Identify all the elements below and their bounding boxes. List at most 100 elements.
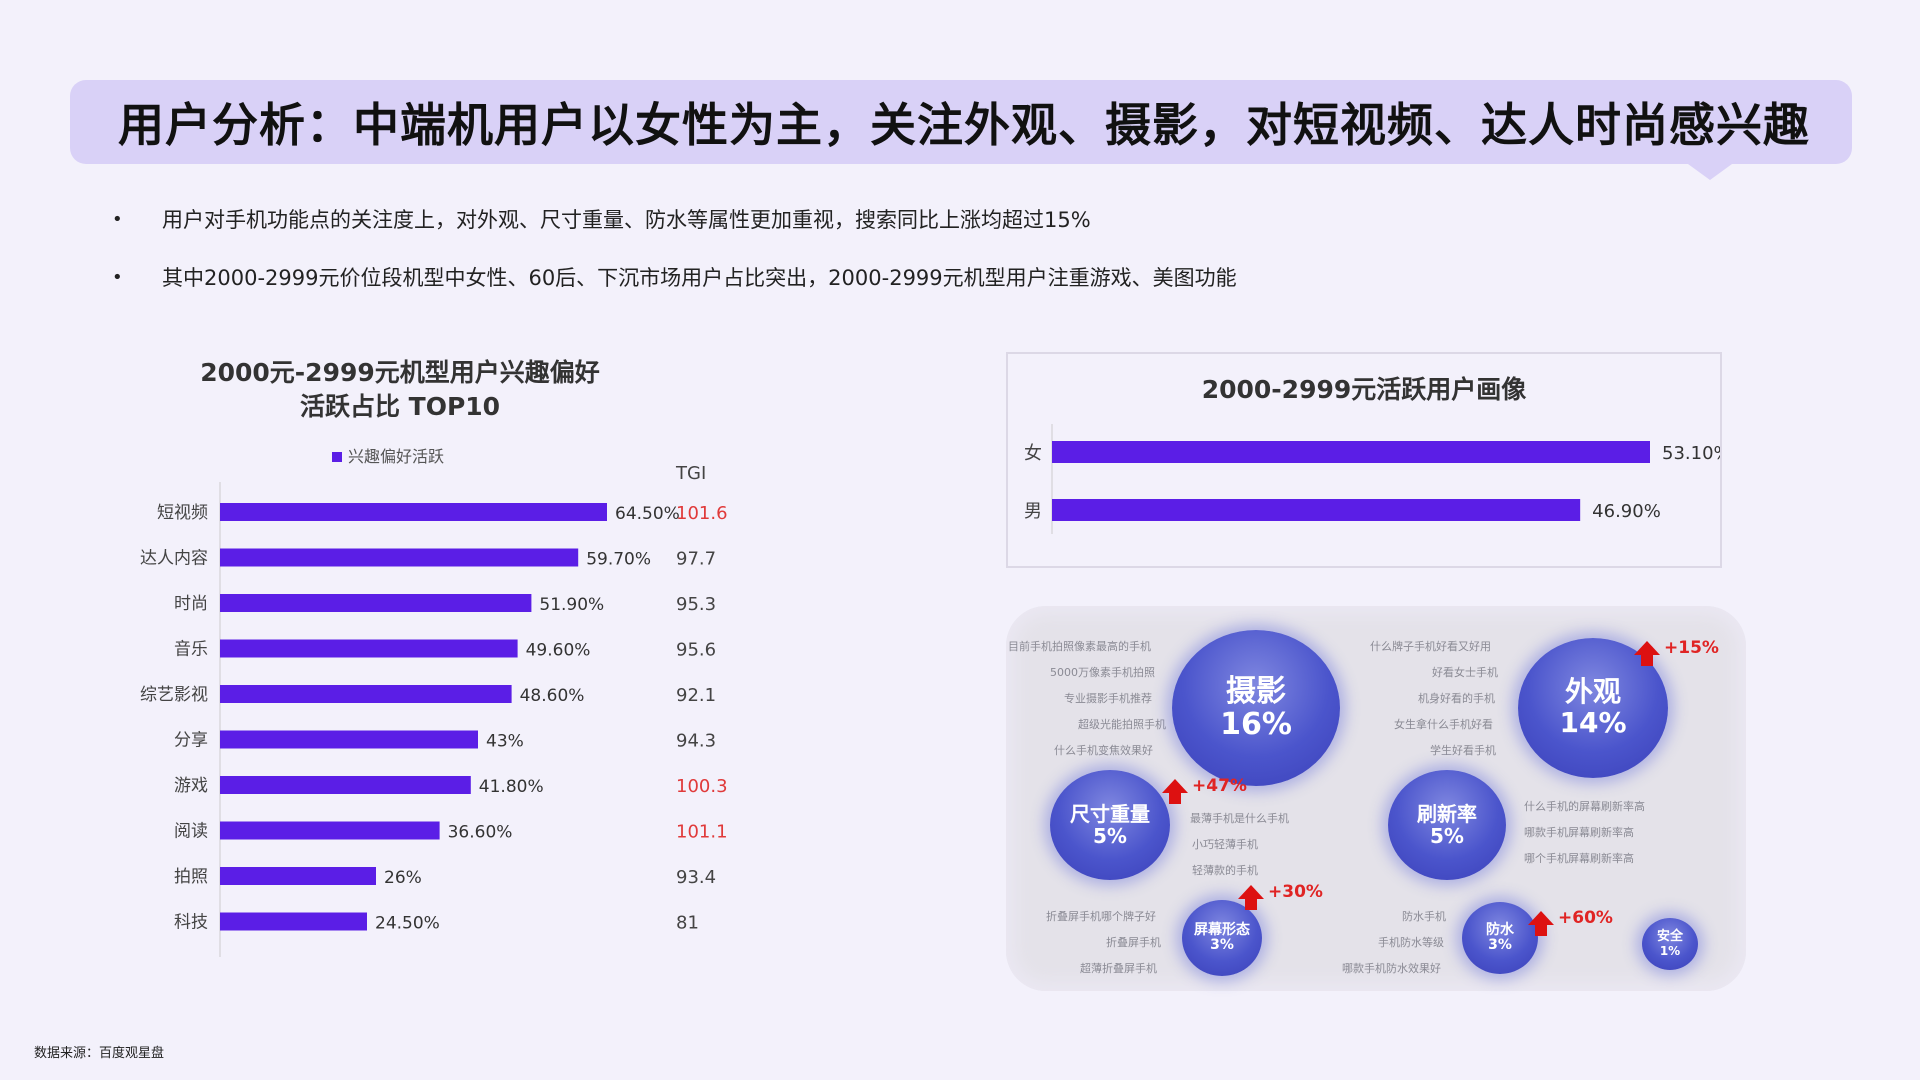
growth-screen: +30% — [1238, 882, 1323, 910]
category-label: 分享 — [174, 731, 208, 751]
legend-swatch — [332, 452, 342, 462]
keyword-text: 折叠屏手机 — [1106, 936, 1161, 949]
bar-value-label: 41.80% — [479, 777, 544, 797]
bar — [220, 867, 376, 885]
growth-value: +15% — [1664, 638, 1719, 658]
legend-label: 兴趣偏好活跃 — [348, 447, 444, 466]
gender-chart-panel: 2000-2999元活跃用户画像 女 53.10% 男 46.90% — [1006, 352, 1722, 568]
arrow-up-icon — [1162, 779, 1188, 804]
bar-value-label: 48.60% — [520, 686, 585, 706]
keyword-text: 哪个手机屏幕刷新率高 — [1524, 852, 1634, 865]
bubble-label: 屏幕形态 — [1194, 921, 1250, 938]
keyword-text: 超薄折叠屏手机 — [1080, 962, 1157, 975]
bubble-value: 5% — [1093, 824, 1127, 848]
tgi-value: 101.6 — [676, 503, 728, 524]
category-label: 短视频 — [157, 503, 208, 523]
category-label: 达人内容 — [140, 549, 208, 569]
tgi-value: 100.3 — [676, 776, 728, 797]
growth-value: +60% — [1558, 908, 1613, 928]
growth-look: +15% — [1634, 638, 1719, 666]
bubble-water: 防水 3% — [1462, 902, 1538, 974]
keyword-text: 女生拿什么手机好看 — [1394, 718, 1493, 731]
tgi-header: TGI — [675, 463, 706, 484]
keyword-text: 专业摄影手机推荐 — [1064, 692, 1152, 705]
bar — [220, 548, 579, 567]
bar — [1052, 441, 1650, 463]
title-notch — [1688, 164, 1732, 180]
bar — [220, 685, 512, 703]
tgi-value: 81 — [676, 913, 699, 934]
keyword-text: 目前手机拍照像素最高的手机 — [1008, 640, 1151, 653]
bar-value-label: 26% — [384, 868, 422, 888]
page-title: 用户分析：中端机用户以女性为主，关注外观、摄影，对短视频、达人时尚感兴趣 — [118, 98, 1810, 152]
bubble-label: 刷新率 — [1417, 802, 1477, 826]
bubble-label: 摄影 — [1226, 674, 1286, 709]
tgi-value: 97.7 — [676, 549, 716, 570]
category-label: 音乐 — [174, 640, 208, 660]
bubble-value: 5% — [1430, 824, 1464, 848]
bullet-list: • 用户对手机功能点的关注度上，对外观、尺寸重量、防水等属性更加重视，搜索同比上… — [112, 190, 1712, 306]
bullet-text: 用户对手机功能点的关注度上，对外观、尺寸重量、防水等属性更加重视，搜索同比上涨均… — [162, 208, 1091, 232]
bar — [1052, 499, 1581, 521]
bubble-label: 外观 — [1564, 675, 1621, 709]
growth-size: +47% — [1162, 776, 1247, 804]
interest-chart: 兴趣偏好活跃 TGI 短视频 64.50%101.6 达人内容 59.70% 97.7 时尚 5… — [140, 447, 728, 957]
keyword-text: 好看女士手机 — [1432, 666, 1498, 679]
gender-chart-title: 2000-2999元活跃用户画像 — [1201, 375, 1527, 404]
keyword-text: 哪款手机防水效果好 — [1342, 962, 1441, 975]
keyword-text: 折叠屏手机哪个牌子好 — [1046, 910, 1156, 923]
bar-value-label: 51.90% — [539, 595, 604, 615]
bar — [220, 639, 518, 658]
growth-value: +30% — [1268, 882, 1323, 902]
tgi-value: 95.6 — [676, 640, 716, 661]
keyword-text: 小巧轻薄手机 — [1192, 838, 1258, 851]
category-label: 拍照 — [174, 867, 208, 887]
bullet-dot-icon: • — [112, 266, 123, 288]
category-label: 男 — [1024, 501, 1042, 522]
keyword-text: 防水手机 — [1402, 910, 1446, 923]
bar-value-label: 46.90% — [1592, 501, 1661, 522]
keyword-text: 最薄手机是什么手机 — [1190, 812, 1289, 825]
category-label: 科技 — [174, 913, 208, 933]
tgi-value: 101.1 — [676, 822, 728, 843]
bullet-text: 其中2000-2999元价位段机型中女性、60后、下沉市场用户占比突出，2000… — [162, 266, 1237, 290]
bar-value-label: 49.60% — [526, 641, 591, 661]
keyword-text: 什么手机变焦效果好 — [1054, 744, 1153, 757]
gender-chart: 女 53.10% 男 46.90% — [1024, 424, 1720, 534]
interest-chart-title-line1: 2000元-2999元机型用户兴趣偏好 — [200, 358, 600, 387]
bubble-look: 外观 14% — [1518, 638, 1668, 778]
bubble-screen: 屏幕形态 3% — [1182, 900, 1262, 976]
tgi-value: 94.3 — [676, 731, 716, 752]
title-bar: 用户分析：中端机用户以女性为主，关注外观、摄影，对短视频、达人时尚感兴趣 — [70, 80, 1852, 180]
tgi-value: 93.4 — [676, 867, 716, 888]
category-label: 游戏 — [174, 776, 208, 796]
arrow-up-icon — [1238, 885, 1264, 910]
keyword-text: 什么牌子手机好看又好用 — [1370, 640, 1491, 653]
keyword-text: 手机防水等级 — [1378, 936, 1444, 949]
bullet-dot-icon: • — [112, 208, 123, 230]
bar — [220, 776, 471, 794]
bar-value-label: 24.50% — [375, 914, 440, 934]
category-label: 时尚 — [174, 594, 208, 614]
bullet-item: • 用户对手机功能点的关注度上，对外观、尺寸重量、防水等属性更加重视，搜索同比上… — [112, 190, 1712, 248]
bar — [220, 730, 478, 749]
bubble-value: 1% — [1659, 943, 1681, 958]
growth-water: +60% — [1528, 908, 1613, 936]
bubble-label: 安全 — [1656, 929, 1683, 945]
keyword-text: 学生好看手机 — [1430, 744, 1496, 757]
tgi-value: 95.3 — [676, 594, 716, 615]
bubble-photo: 摄影 16% — [1172, 630, 1340, 786]
bubble-label: 尺寸重量 — [1070, 802, 1150, 826]
category-label: 综艺影视 — [140, 685, 208, 705]
bar — [220, 594, 532, 612]
keyword-text: 哪款手机屏幕刷新率高 — [1524, 826, 1634, 839]
tgi-value: 92.1 — [676, 685, 716, 706]
bar — [220, 912, 367, 931]
category-label: 女 — [1024, 443, 1042, 464]
interest-chart-title: 2000元-2999元机型用户兴趣偏好 活跃占比 TOP10 — [150, 356, 650, 424]
bubble-safety: 安全 1% — [1642, 918, 1698, 970]
keyword-text: 什么手机的屏幕刷新率高 — [1524, 800, 1645, 813]
keyword-text: 轻薄款的手机 — [1192, 864, 1258, 877]
arrow-up-icon — [1528, 911, 1554, 936]
bubble-label: 防水 — [1486, 921, 1514, 938]
